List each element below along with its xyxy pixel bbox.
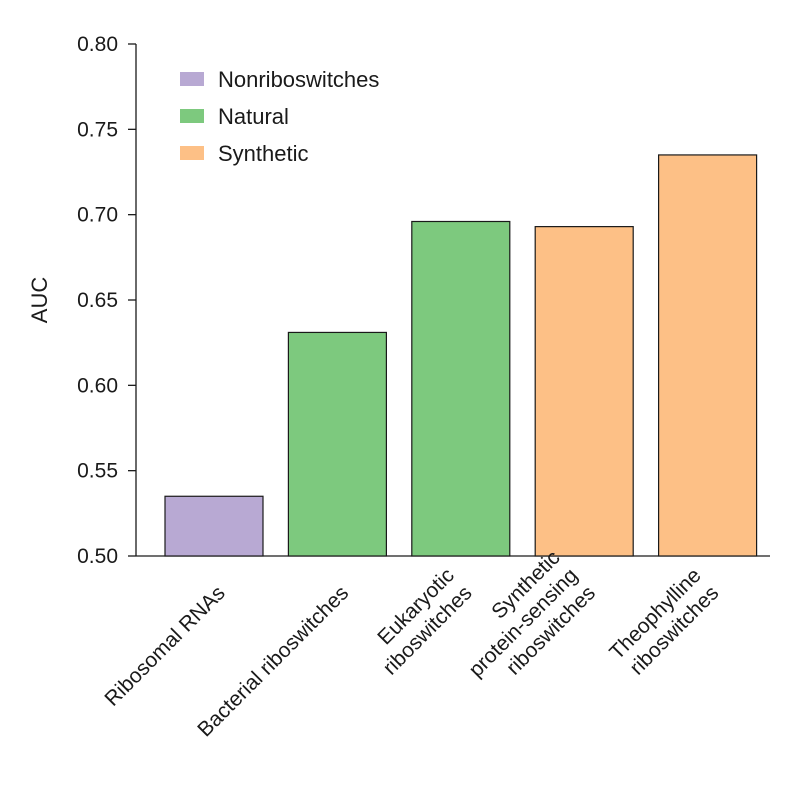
bar <box>411 220 511 557</box>
legend-label: Nonriboswitches <box>218 67 379 92</box>
y-tick-label: 0.80 <box>77 33 118 56</box>
legend-label: Synthetic <box>218 141 309 166</box>
legend-swatch <box>180 72 204 86</box>
y-tick-label: 0.50 <box>77 545 118 568</box>
legend-swatch <box>180 146 204 160</box>
bar <box>164 495 264 557</box>
x-tick-label-line: Ribosomal RNAs <box>100 582 229 711</box>
y-tick-label: 0.70 <box>77 204 118 227</box>
legend: Nonriboswitches Natural Synthetic <box>180 67 379 166</box>
legend-swatch <box>180 109 204 123</box>
bars <box>164 154 758 557</box>
legend-label: Natural <box>218 104 289 129</box>
y-tick-label: 0.60 <box>77 374 118 397</box>
y-axis-title: AUC <box>27 277 52 324</box>
x-tick-label: Ribosomal RNAs <box>100 582 229 711</box>
bar <box>534 226 634 557</box>
bar <box>657 154 758 557</box>
y-tick-label: 0.75 <box>77 118 118 141</box>
y-tick-label: 0.55 <box>77 460 118 483</box>
y-tick-label: 0.65 <box>77 289 118 312</box>
bar <box>287 331 387 557</box>
